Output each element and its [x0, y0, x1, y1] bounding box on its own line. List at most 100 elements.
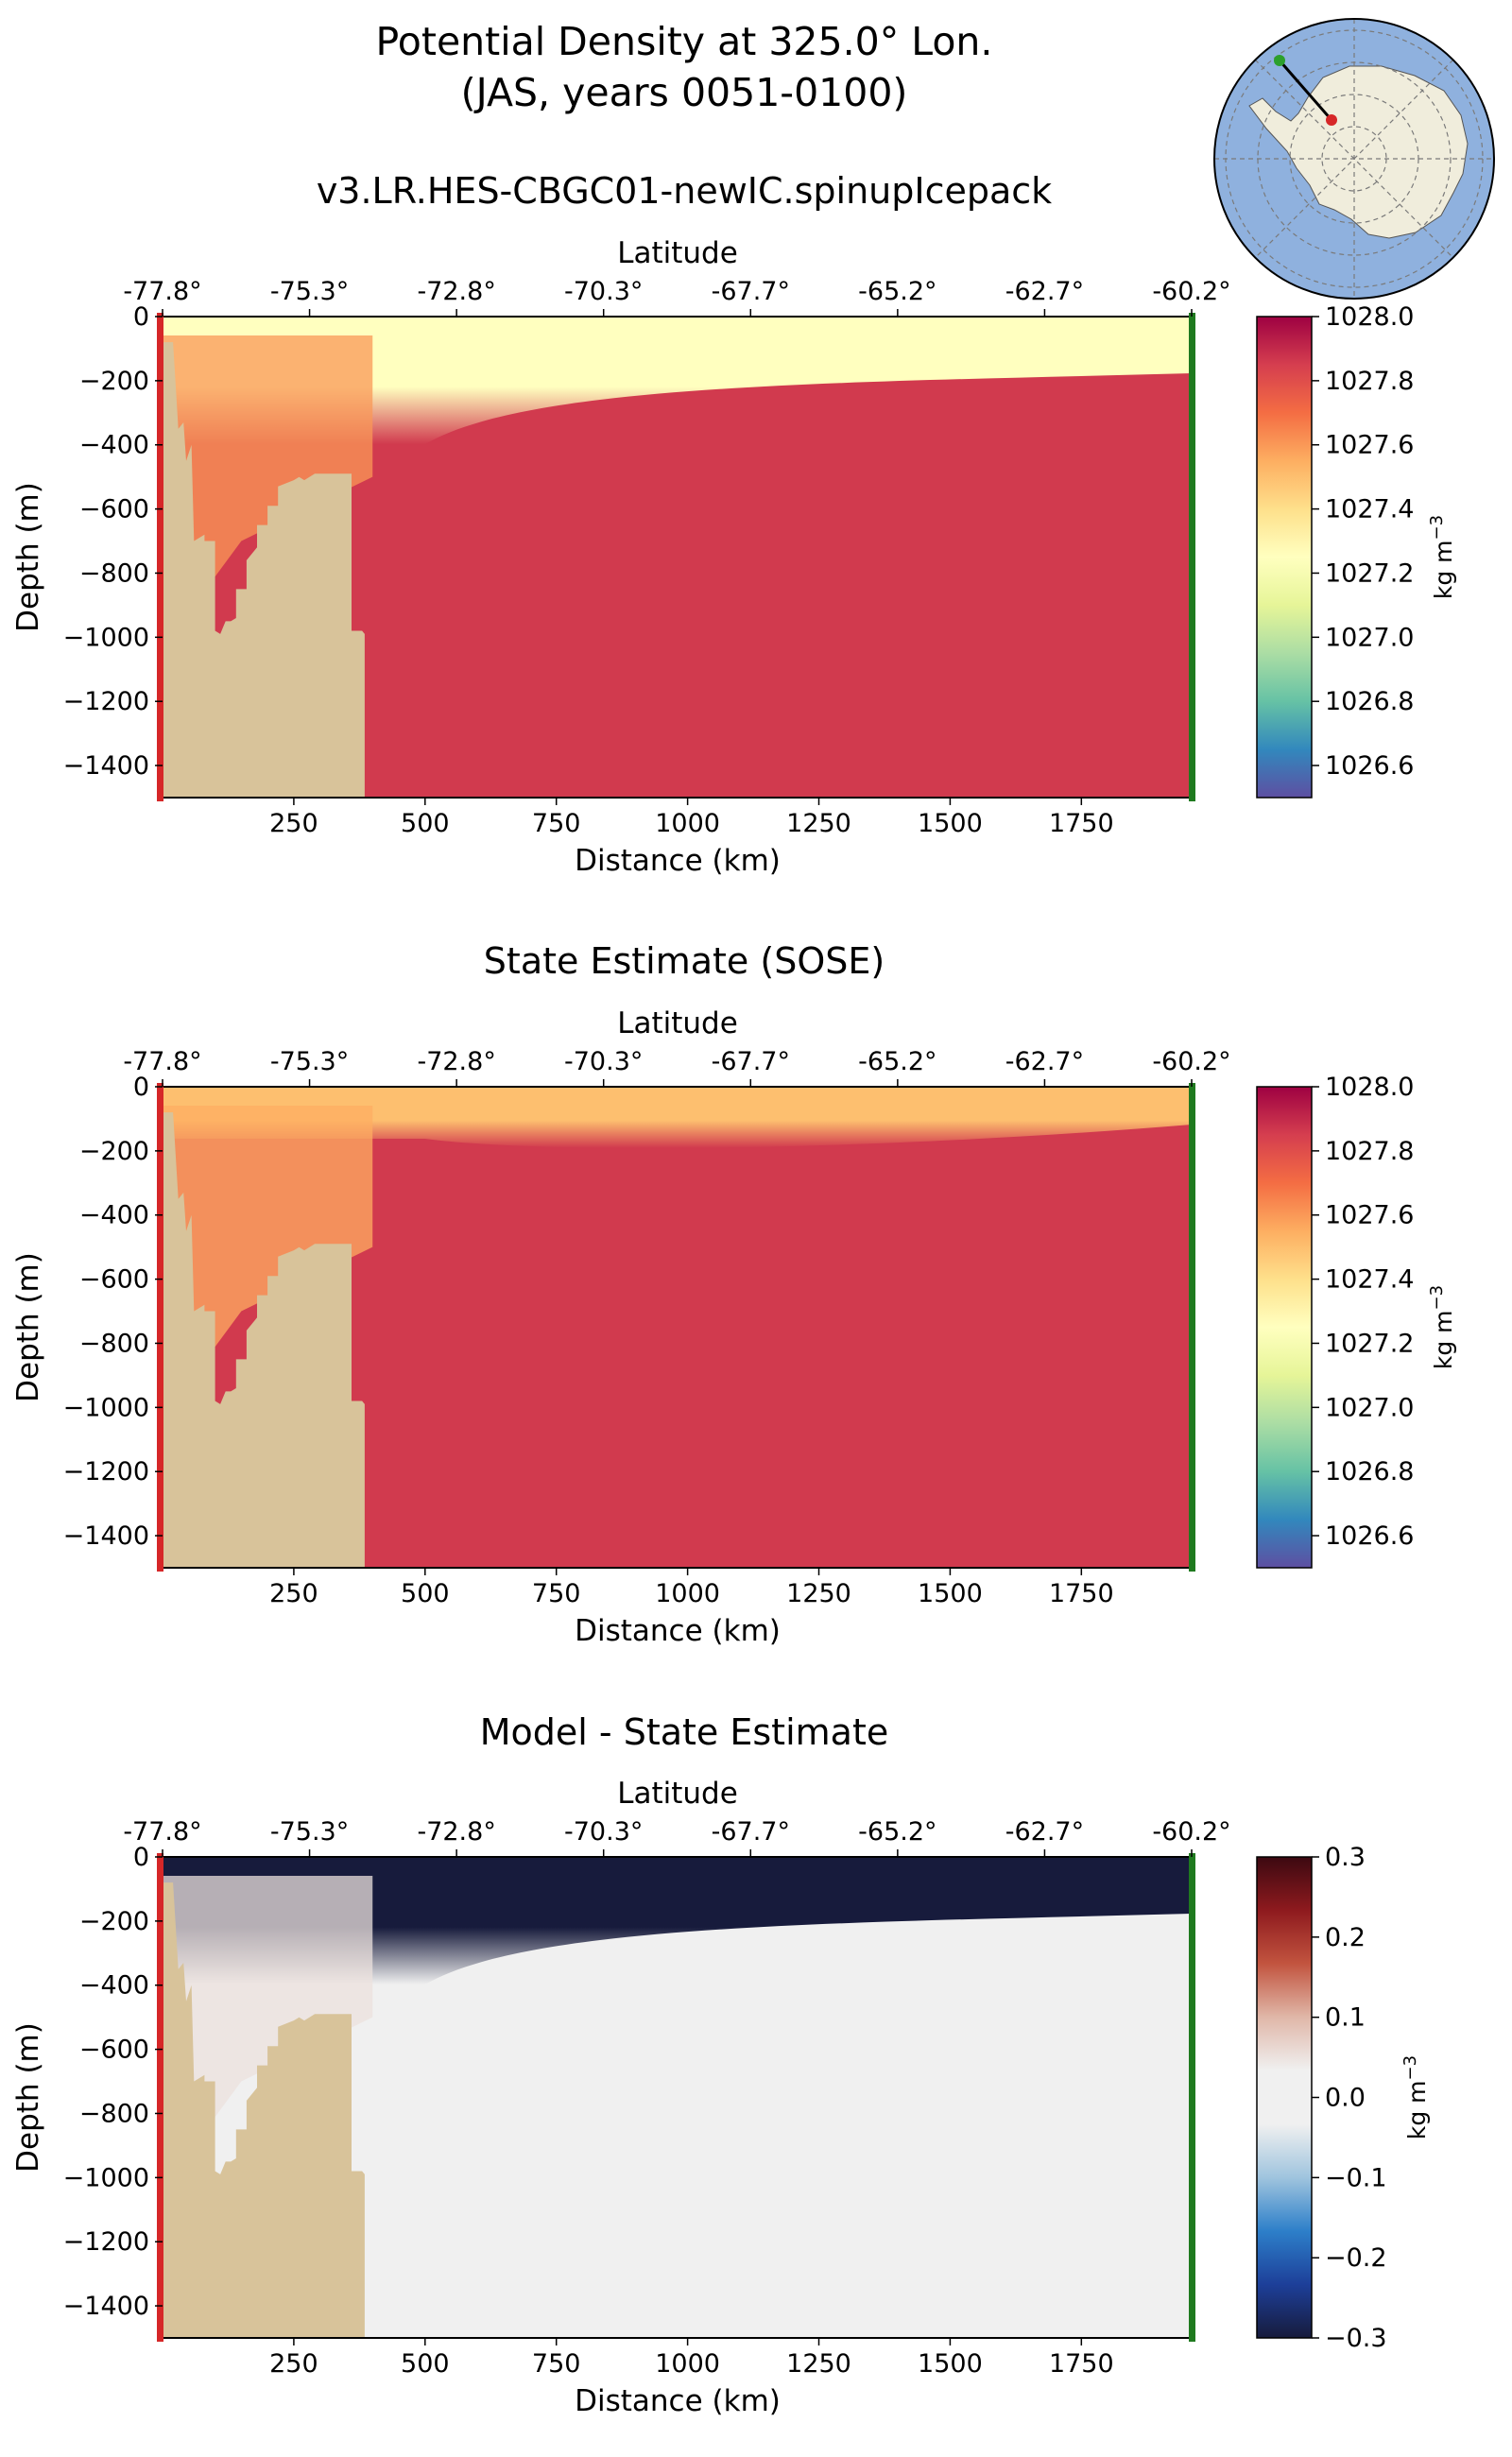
y-tick-label: −1400 — [63, 2292, 149, 2321]
lat-tick-label: -70.3° — [564, 1047, 643, 1076]
y-tick-label: 0 — [133, 1073, 149, 1102]
colorbar-label: kg m−3 — [1400, 2055, 1431, 2139]
section-line — [1278, 60, 1333, 121]
y-tick-label: −1000 — [63, 623, 149, 652]
colorbar-tick-label: 1026.8 — [1325, 1457, 1414, 1486]
panel-3: Model - State Estimate 250 500 750 1000 1250 1… — [11, 1711, 1431, 2418]
x-tick-label: 1250 — [786, 809, 851, 838]
colorbar — [1256, 1086, 1313, 1569]
y-tick-label: −1000 — [63, 2163, 149, 2192]
x-tick-label: 500 — [401, 2349, 450, 2379]
x-tick-label: 750 — [532, 2349, 581, 2379]
section-end-line — [1189, 1083, 1195, 1572]
colorbar-tick-label: 1027.8 — [1325, 1137, 1414, 1166]
lat-tick-label: -77.8° — [123, 1047, 201, 1076]
x-tick-label: 250 — [269, 809, 318, 838]
colorbar-label-exponent: −3 — [1427, 1285, 1447, 1311]
antarctica-inset-map — [1213, 18, 1495, 300]
colorbar-tick-label: −0.3 — [1325, 2324, 1387, 2353]
y-tick-label: −600 — [79, 1265, 149, 1295]
field-surface-layer — [163, 1087, 1192, 1148]
y-tick-label: 0 — [133, 302, 149, 332]
lat-tick-label: -67.7° — [712, 277, 790, 306]
x-tick-label: 500 — [401, 1579, 450, 1608]
x-tick-label: 1000 — [655, 809, 720, 838]
lat-tick-label: -60.2° — [1152, 1817, 1230, 1847]
y-tick-label: −1200 — [63, 2227, 149, 2257]
y-tick-label: −600 — [79, 495, 149, 524]
lat-tick-label: -77.8° — [123, 1817, 201, 1847]
lat-tick-label: -72.8° — [417, 1817, 495, 1847]
lat-tick-label: -65.2° — [858, 1817, 936, 1847]
section-start-line — [157, 1853, 163, 2342]
bathymetry — [163, 1882, 365, 2338]
colorbar-tick-label: 1028.0 — [1325, 302, 1414, 332]
lat-tick-label: -75.3° — [270, 1047, 349, 1076]
colorbar-tick-label: 1027.0 — [1325, 1393, 1414, 1422]
y-tick-label: −200 — [79, 367, 149, 396]
y-tick-label: −400 — [79, 431, 149, 460]
lat-axis-label: Latitude — [617, 236, 738, 270]
panel-2: State Estimate (SOSE) 250 500 750 1000 1250 15… — [11, 940, 1457, 1648]
panel-title: Model - State Estimate — [480, 1711, 888, 1753]
y-axis-label: Depth (m) — [11, 1252, 45, 1402]
lat-tick-label: -70.3° — [564, 1817, 643, 1847]
field-shelf-water — [163, 1106, 373, 1376]
y-tick-label: −1200 — [63, 687, 149, 716]
map-graticule — [1214, 19, 1494, 299]
lat-tick-label: -62.7° — [1005, 1817, 1084, 1847]
lat-tick-label: -60.2° — [1152, 1047, 1230, 1076]
bathymetry — [163, 1112, 365, 1568]
x-tick-label: 750 — [532, 1579, 581, 1608]
field-shelf-water — [163, 1876, 373, 2146]
y-tick-label: −200 — [79, 1137, 149, 1166]
x-tick-label: 500 — [401, 809, 450, 838]
lat-tick-label: -67.7° — [712, 1817, 790, 1847]
section-start-line — [157, 1083, 163, 1572]
x-tick-label: 1000 — [655, 2349, 720, 2379]
colorbar-tick-label: 1026.6 — [1325, 751, 1414, 781]
colorbar-tick-label: 1026.8 — [1325, 687, 1414, 716]
colorbar-tick-label: −0.2 — [1325, 2243, 1387, 2273]
colorbar-tick-label: 1028.0 — [1325, 1073, 1414, 1102]
lat-tick-label: -62.7° — [1005, 1047, 1084, 1076]
colorbar-tick-label: 1027.2 — [1325, 1329, 1414, 1358]
y-tick-label: 0 — [133, 1843, 149, 1872]
x-tick-label: 250 — [269, 1579, 318, 1608]
x-axis-label: Distance (km) — [575, 844, 781, 878]
field-surface-layer — [163, 1857, 1192, 1984]
y-tick-label: −800 — [79, 2099, 149, 2128]
lat-tick-label: -70.3° — [564, 277, 643, 306]
colorbar-tick-label: 0.2 — [1325, 1923, 1366, 1952]
colorbar-tick-label: 1026.6 — [1325, 1521, 1414, 1551]
x-axis-label: Distance (km) — [575, 2384, 781, 2418]
lat-tick-label: -77.8° — [123, 277, 201, 306]
colorbar-label-exponent: −3 — [1400, 2055, 1420, 2081]
y-tick-label: −400 — [79, 1201, 149, 1230]
colorbar-tick-label: 1027.4 — [1325, 495, 1414, 524]
colorbar-tick-label: 1027.8 — [1325, 367, 1414, 396]
panel-title: v3.LR.HES-CBGC01-newIC.spinupIcepack — [317, 170, 1052, 212]
x-tick-label: 1750 — [1049, 2349, 1114, 2379]
x-axis-label: Distance (km) — [575, 1614, 781, 1648]
colorbar-tick-label: 1027.4 — [1325, 1265, 1414, 1295]
y-tick-label: −800 — [79, 1329, 149, 1358]
section-end-marker — [1274, 55, 1285, 66]
colorbar-label: kg m−3 — [1427, 515, 1457, 599]
colorbar-tick-label: 1027.6 — [1325, 1201, 1414, 1230]
y-tick-label: −800 — [79, 558, 149, 588]
x-tick-label: 1500 — [918, 809, 983, 838]
x-tick-label: 750 — [532, 809, 581, 838]
colorbar-tick-label: 0.3 — [1325, 1843, 1366, 1872]
lat-axis-label: Latitude — [617, 1006, 738, 1040]
lat-axis-label: Latitude — [617, 1777, 738, 1811]
x-tick-label: 1750 — [1049, 809, 1114, 838]
lat-tick-label: -67.7° — [712, 1047, 790, 1076]
map-border — [1213, 18, 1495, 300]
lat-tick-label: -75.3° — [270, 277, 349, 306]
colorbar-tick-label: 0.0 — [1325, 2084, 1366, 2113]
colorbar-label-exponent: −3 — [1427, 515, 1447, 541]
lat-tick-label: -72.8° — [417, 1047, 495, 1076]
section-start-marker — [1326, 114, 1337, 126]
